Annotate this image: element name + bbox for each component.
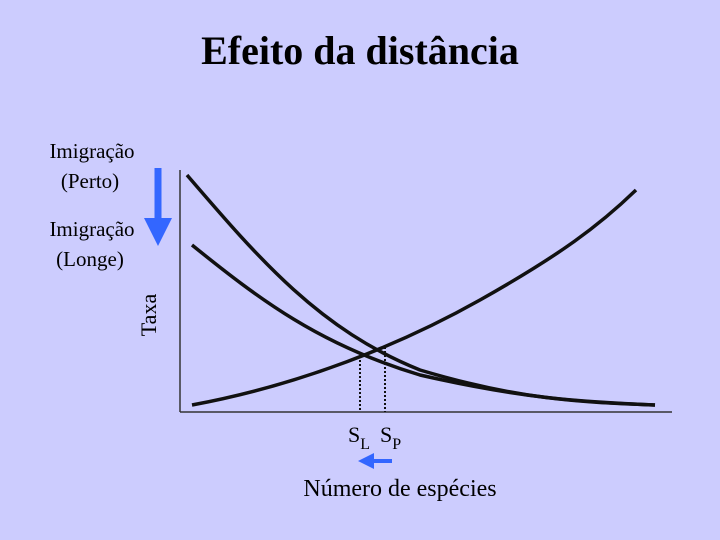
equilibrium-far-label: SL <box>348 422 370 453</box>
label-near-2: (Perto) <box>61 169 119 193</box>
title: Efeito da distância <box>201 28 519 73</box>
label-far-2: (Longe) <box>56 247 124 271</box>
y-axis-label: Taxa <box>136 294 161 337</box>
extinction-curve <box>191 188 638 407</box>
equilibrium-near-label: SP <box>380 422 401 453</box>
label-far-1: Imigração <box>49 217 134 241</box>
immigration-far-curve <box>190 243 656 407</box>
symbol: S <box>348 422 360 447</box>
subscript: L <box>360 436 370 453</box>
symbol: S <box>380 422 392 447</box>
x-axis-label: Número de espécies <box>303 476 496 502</box>
label-near-1: Imigração <box>49 139 134 163</box>
subscript: P <box>392 436 401 453</box>
